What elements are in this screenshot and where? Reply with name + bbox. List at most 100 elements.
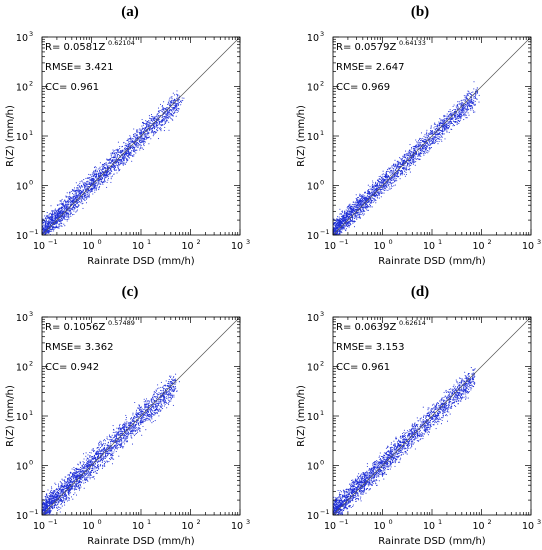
data-point (122, 149, 124, 151)
data-point (427, 136, 429, 138)
data-point (92, 179, 95, 181)
data-point (97, 168, 99, 170)
data-point (88, 190, 90, 192)
data-point (145, 137, 147, 139)
data-point (331, 232, 332, 233)
data-point (414, 161, 416, 163)
data-point (167, 102, 169, 104)
data-point (463, 104, 465, 106)
data-point (96, 184, 98, 186)
data-point (59, 219, 61, 221)
data-point (104, 167, 106, 169)
data-point (390, 169, 392, 171)
data-point (168, 112, 170, 114)
data-point (464, 103, 466, 106)
data-point (410, 159, 412, 161)
data-point (93, 187, 95, 189)
data-point (158, 124, 160, 126)
data-point (393, 164, 395, 166)
data-point (469, 106, 471, 108)
data-point (445, 115, 447, 117)
data-point (373, 191, 375, 193)
data-point (384, 174, 386, 176)
data-point (40, 231, 41, 232)
data-point (64, 218, 66, 220)
data-point (367, 195, 369, 197)
data-point (426, 136, 428, 138)
data-point (111, 156, 113, 158)
data-point (151, 127, 154, 129)
data-point (83, 194, 85, 196)
data-point (102, 165, 104, 168)
data-point (373, 187, 375, 189)
data-point (469, 100, 471, 102)
data-point (92, 181, 94, 184)
data-point (84, 184, 86, 187)
data-point (126, 146, 128, 148)
data-point (412, 152, 415, 154)
data-point (428, 150, 430, 152)
data-point (457, 106, 459, 108)
data-point (386, 184, 388, 186)
data-point (140, 146, 142, 148)
data-point (450, 122, 452, 124)
data-point (370, 189, 372, 191)
data-point (173, 94, 176, 96)
data-point (462, 112, 464, 114)
data-point (122, 159, 124, 161)
data-point (127, 159, 129, 161)
data-point (334, 236, 335, 237)
data-point (444, 117, 446, 120)
data-point (379, 184, 381, 186)
data-point (154, 125, 156, 127)
data-point (443, 133, 445, 135)
data-point (86, 183, 88, 185)
data-point (383, 181, 385, 183)
data-point (56, 217, 58, 219)
data-point (131, 149, 133, 152)
data-point (68, 218, 70, 220)
data-point (95, 169, 97, 171)
data-point (164, 108, 167, 110)
data-point (84, 193, 86, 195)
data-point (351, 204, 353, 206)
data-point (335, 233, 337, 235)
data-point (148, 136, 150, 139)
data-point (133, 146, 135, 149)
data-point (114, 167, 117, 169)
data-point (157, 119, 159, 121)
data-point (460, 117, 462, 120)
data-point (152, 131, 154, 133)
data-point (466, 107, 469, 109)
data-point (391, 177, 394, 179)
data-point (55, 213, 57, 215)
data-point (439, 138, 441, 140)
data-point (378, 194, 380, 196)
data-point (330, 235, 331, 236)
data-point (173, 99, 176, 101)
data-point (131, 141, 133, 143)
data-point (380, 196, 382, 198)
data-point (459, 112, 461, 114)
data-point (349, 206, 351, 209)
data-point (49, 221, 51, 223)
data-point (171, 98, 173, 100)
data-point (403, 173, 405, 175)
data-point (52, 228, 54, 230)
data-point (109, 158, 111, 160)
data-point (150, 128, 152, 130)
data-point (69, 201, 71, 203)
data-point (123, 162, 125, 164)
data-point (424, 138, 426, 140)
data-point (98, 173, 100, 175)
data-point (170, 96, 172, 98)
data-point (117, 160, 119, 162)
data-point (352, 212, 354, 214)
data-point (150, 114, 153, 116)
data-point (430, 140, 432, 142)
data-point (359, 193, 361, 195)
data-point (180, 104, 182, 106)
data-point (437, 135, 439, 137)
data-point (75, 198, 77, 200)
data-point (395, 178, 397, 180)
